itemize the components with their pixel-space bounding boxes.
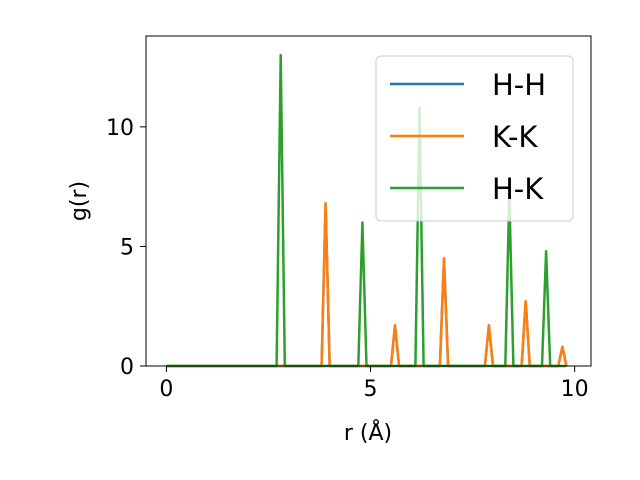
legend-label-h-k: H-K — [492, 172, 544, 206]
legend-label-k-k: K-K — [492, 120, 538, 154]
x-tick-label: 0 — [159, 377, 173, 402]
legend-label-h-h: H-H — [492, 68, 546, 102]
ticks-layer: 0 5 10 0 5 10 — [106, 116, 589, 402]
x-axis-label: r (Å) — [344, 419, 392, 446]
legend: H-H K-K H-K — [375, 55, 574, 222]
y-tick-label: 0 — [120, 355, 134, 380]
y-tick-label: 5 — [120, 235, 134, 260]
legend-box — [375, 55, 574, 222]
series-line-k-k — [166, 202, 568, 368]
x-tick-label: 5 — [364, 377, 378, 402]
plot-frame — [145, 35, 592, 367]
y-axis-label: g(r) — [67, 181, 92, 221]
x-tick-label: 10 — [561, 377, 589, 402]
y-tick-label: 10 — [106, 116, 134, 141]
